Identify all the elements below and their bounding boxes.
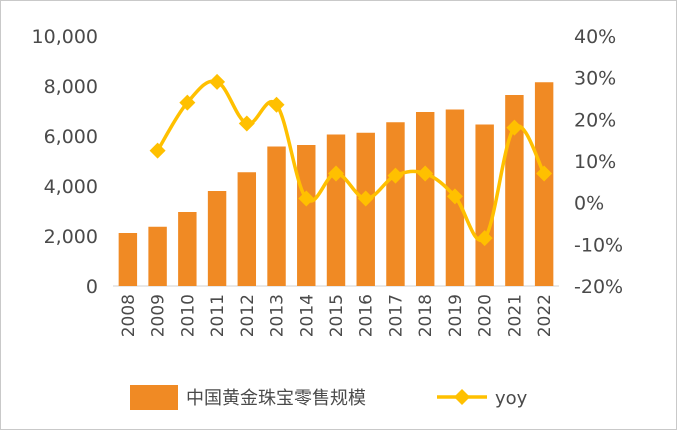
right-tick-label: -10% bbox=[574, 234, 623, 256]
bar bbox=[475, 124, 494, 286]
x-tick-label: 2014 bbox=[297, 294, 317, 337]
yoy-point bbox=[268, 96, 285, 113]
legend: 中国黄金珠宝零售规模 yoy bbox=[130, 385, 528, 410]
left-tick-label: 10,000 bbox=[32, 26, 98, 48]
left-tick-label: 8,000 bbox=[44, 76, 98, 98]
right-tick-label: 20% bbox=[574, 109, 616, 131]
x-tick-label: 2015 bbox=[327, 294, 347, 337]
bar bbox=[386, 122, 405, 286]
bar bbox=[356, 132, 375, 286]
legend-swatch-bar bbox=[130, 385, 178, 410]
yoy-point bbox=[149, 142, 166, 159]
bar bbox=[118, 233, 138, 286]
legend-label-line: yoy bbox=[495, 388, 528, 409]
bar bbox=[148, 226, 167, 286]
bar bbox=[297, 145, 316, 286]
x-tick-label: 2011 bbox=[208, 294, 228, 337]
bar bbox=[267, 146, 286, 286]
legend-label-bar: 中国黄金珠宝零售规模 bbox=[186, 388, 366, 409]
legend-swatch-marker bbox=[454, 389, 470, 405]
left-axis: 0 2,000 4,000 6,000 8,000 10,000 bbox=[32, 26, 98, 298]
yoy-point bbox=[209, 73, 226, 90]
right-tick-label: 10% bbox=[574, 151, 616, 173]
bar bbox=[415, 112, 435, 286]
yoy-point bbox=[387, 167, 404, 184]
x-tick-label: 2009 bbox=[149, 294, 169, 337]
x-tick-label: 2012 bbox=[238, 294, 258, 337]
right-axis: -20% -10% 0% 10% 20% 30% 40% bbox=[574, 26, 623, 298]
right-tick-label: 30% bbox=[574, 68, 616, 90]
right-tick-label: 40% bbox=[574, 26, 616, 48]
bar bbox=[326, 134, 346, 286]
right-tick-label: 0% bbox=[574, 193, 604, 215]
x-axis: 2008 2009 2010 2011 2012 2013 2014 2015 2016 2017… bbox=[119, 294, 555, 337]
x-tick-label: 2022 bbox=[535, 294, 555, 337]
right-tick-label: -20% bbox=[574, 276, 623, 298]
bar bbox=[178, 212, 197, 286]
x-tick-label: 2016 bbox=[357, 294, 377, 337]
yoy-point bbox=[536, 165, 553, 182]
x-tick-label: 2010 bbox=[178, 294, 198, 337]
left-tick-label: 2,000 bbox=[44, 226, 98, 248]
yoy-point bbox=[238, 115, 255, 132]
left-tick-label: 4,000 bbox=[44, 176, 98, 198]
yoy-point bbox=[417, 165, 434, 182]
x-tick-label: 2008 bbox=[119, 294, 139, 337]
yoy-point bbox=[476, 230, 493, 247]
left-tick-label: 0 bbox=[86, 276, 98, 298]
bar bbox=[207, 191, 227, 286]
x-tick-label: 2019 bbox=[446, 294, 466, 337]
x-tick-label: 2020 bbox=[476, 294, 496, 337]
x-tick-label: 2013 bbox=[268, 294, 288, 337]
bar bbox=[534, 82, 554, 286]
bar-series bbox=[118, 82, 554, 286]
bar bbox=[237, 172, 257, 286]
yoy-point bbox=[506, 119, 523, 136]
line-series bbox=[149, 73, 553, 247]
yoy-point bbox=[446, 188, 463, 205]
yoy-point bbox=[179, 94, 196, 111]
yoy-point bbox=[357, 190, 374, 207]
x-tick-label: 2017 bbox=[386, 294, 406, 337]
x-tick-label: 2021 bbox=[505, 294, 525, 337]
yoy-point bbox=[328, 165, 344, 182]
yoy-point bbox=[298, 190, 315, 207]
x-tick-label: 2018 bbox=[416, 294, 436, 337]
left-tick-label: 6,000 bbox=[44, 126, 98, 148]
